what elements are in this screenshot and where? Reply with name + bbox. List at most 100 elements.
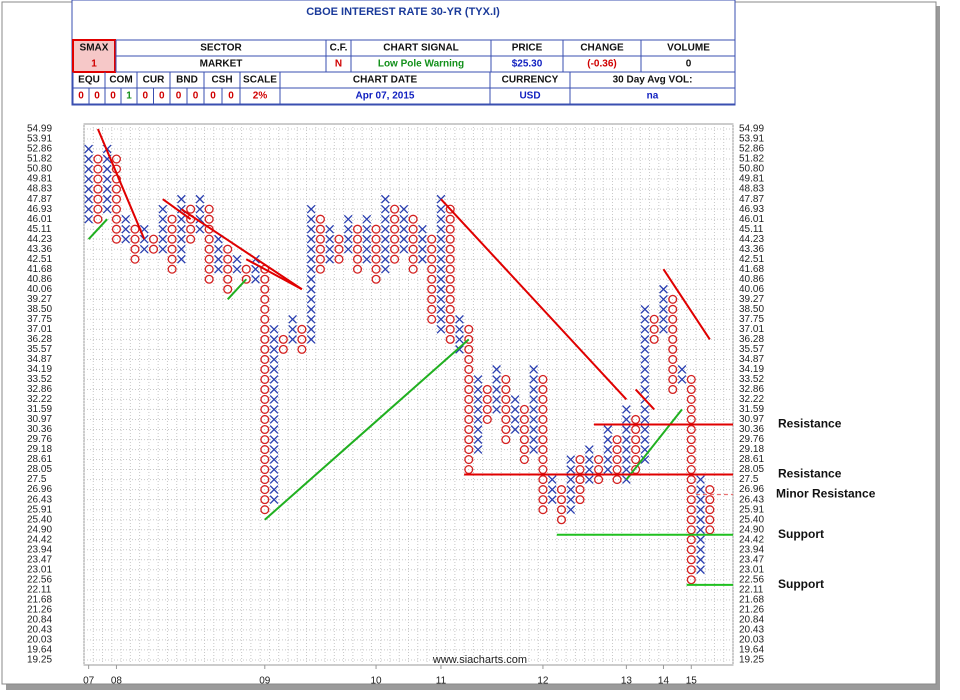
source: www.siacharts.com xyxy=(432,654,527,666)
o-box xyxy=(111,214,121,224)
y-tick-label-right: 20.43 xyxy=(739,625,764,636)
o-box xyxy=(575,475,585,485)
o-box xyxy=(668,294,678,304)
y-tick-label-right: 19.25 xyxy=(739,655,764,666)
o-box xyxy=(260,304,270,314)
o-box xyxy=(705,515,715,525)
y-tick-label: 46.01 xyxy=(27,214,52,225)
x-box xyxy=(436,304,446,314)
o-box xyxy=(427,234,437,244)
x-box xyxy=(696,525,705,535)
x-box xyxy=(566,495,576,504)
x-box xyxy=(640,314,650,324)
x-box xyxy=(529,435,539,444)
o-column xyxy=(445,204,455,344)
x-box xyxy=(659,304,668,314)
y-tick-label-right: 25.91 xyxy=(739,504,764,515)
o-box xyxy=(408,234,418,244)
x-box xyxy=(102,184,112,194)
y-tick-label: 25.40 xyxy=(27,514,52,525)
x-box xyxy=(362,224,372,234)
score-label: EQU xyxy=(78,75,100,86)
o-box xyxy=(519,404,529,414)
smax-highlight xyxy=(72,39,116,73)
y-tick-label: 20.43 xyxy=(27,625,52,636)
x-box xyxy=(139,244,149,254)
o-box xyxy=(705,525,715,535)
x-box xyxy=(306,294,316,304)
o-box xyxy=(464,445,474,455)
x-tick-label: 14 xyxy=(658,676,670,687)
y-tick-label-right: 28.61 xyxy=(739,454,764,465)
o-box xyxy=(464,324,474,334)
x-box xyxy=(659,324,668,334)
o-column xyxy=(668,294,678,395)
x-box xyxy=(343,224,353,234)
x-box xyxy=(547,495,557,504)
y-tick-label: 51.82 xyxy=(27,154,52,165)
y-tick-label: 29.76 xyxy=(27,434,52,445)
o-box xyxy=(668,354,678,364)
x-box xyxy=(566,465,576,474)
o-column xyxy=(408,214,418,274)
y-tick-label-right: 20.84 xyxy=(739,614,764,625)
o-box xyxy=(501,384,511,395)
o-box xyxy=(260,334,270,344)
x-box xyxy=(640,335,650,344)
o-box xyxy=(93,194,103,204)
o-box xyxy=(427,244,437,254)
x-column xyxy=(195,194,205,234)
y-tick-label-right: 22.56 xyxy=(739,574,764,585)
x-box xyxy=(306,254,316,264)
score-value: 0 xyxy=(176,91,182,102)
x-box xyxy=(640,324,650,334)
x-box xyxy=(584,465,594,474)
o-box xyxy=(427,294,437,304)
x-box xyxy=(696,485,705,494)
field-value: 2% xyxy=(253,91,268,102)
y-tick-label-right: 21.68 xyxy=(739,595,764,606)
score-value: 0 xyxy=(193,91,199,102)
x-box xyxy=(84,164,93,174)
o-column xyxy=(538,374,548,515)
o-box xyxy=(464,334,474,344)
y-tick-label-right: 20.03 xyxy=(739,635,764,646)
trend-line xyxy=(625,408,683,481)
o-box xyxy=(686,394,696,404)
o-column xyxy=(167,214,177,274)
o-box xyxy=(668,384,678,395)
o-column xyxy=(427,234,437,324)
o-box xyxy=(501,404,511,414)
o-box xyxy=(371,244,381,254)
title: CBOE INTEREST RATE 30-YR (TYX.I) xyxy=(306,6,500,18)
field-label: CURRENCY xyxy=(502,75,559,86)
x-box xyxy=(269,415,279,424)
x-box xyxy=(380,194,390,204)
x-box xyxy=(343,244,353,254)
o-box xyxy=(186,204,196,214)
x-box xyxy=(696,535,705,545)
o-box xyxy=(260,435,270,445)
y-tick-label-right: 30.97 xyxy=(739,414,764,425)
x-box xyxy=(306,314,316,324)
o-box xyxy=(668,344,678,354)
o-box xyxy=(538,384,548,395)
x-box xyxy=(306,234,316,244)
x-box xyxy=(436,264,446,274)
x-box xyxy=(622,405,631,414)
o-box xyxy=(427,264,437,274)
o-column xyxy=(148,234,159,254)
x-box xyxy=(436,314,446,324)
x-box xyxy=(436,274,446,284)
o-box xyxy=(371,264,381,274)
o-box xyxy=(260,354,270,364)
x-box xyxy=(640,405,650,414)
trend-line xyxy=(634,388,655,411)
o-box xyxy=(371,274,381,284)
o-box xyxy=(686,374,696,384)
o-box xyxy=(686,525,696,535)
y-tick-label-right: 54.99 xyxy=(739,124,764,135)
o-box xyxy=(278,334,288,344)
o-box xyxy=(575,485,585,495)
y-tick-label: 53.91 xyxy=(27,134,52,145)
